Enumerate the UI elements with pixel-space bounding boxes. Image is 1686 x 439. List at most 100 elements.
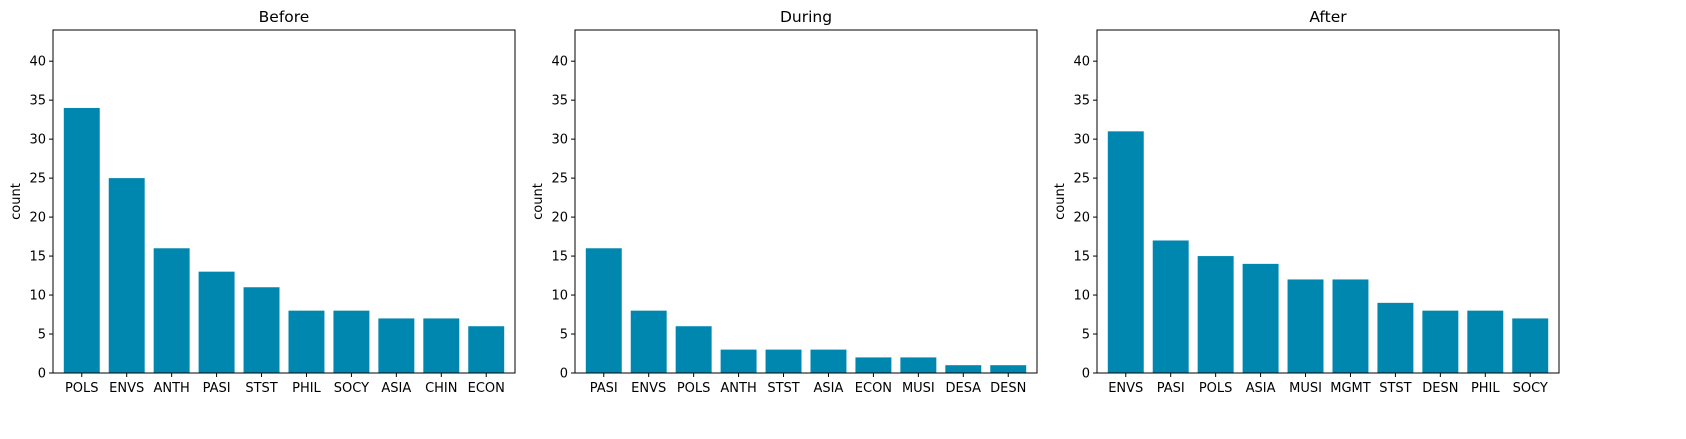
y-tick-label: 10: [1073, 289, 1090, 304]
bar-stst: [243, 287, 280, 373]
x-tick-label: SOCY: [334, 381, 369, 396]
x-tick-label: ANTH: [153, 381, 189, 396]
y-axis-label: count: [531, 183, 546, 220]
x-tick-label: DESN: [1422, 381, 1458, 396]
y-tick-label: 0: [560, 367, 568, 382]
chart-panel-3: 0 5 10 15 20 25 30 35 40 ENVS PASI POLS ASIA MUSI MGMT…: [1053, 8, 1560, 396]
x-tick-label: PHIL: [292, 381, 321, 396]
y-tick-label: 25: [551, 172, 568, 187]
chart-title: After: [1309, 8, 1347, 26]
bar-pasi: [1152, 240, 1189, 373]
y-tick-label: 40: [29, 55, 46, 70]
axes-frame: [1096, 29, 1560, 374]
x-tick-label: ASIA: [1246, 381, 1276, 396]
y-tick-label: 35: [29, 94, 46, 109]
chart-panel-1: 0 5 10 15 20 25 30 35 40 POLS ENVS ANTH PASI STST PHIL…: [9, 8, 516, 396]
x-tick-label: DESA: [945, 381, 981, 396]
x-tick-label: STST: [245, 381, 277, 396]
bar-pols: [63, 107, 100, 373]
x-tick-label: MGMT: [1330, 381, 1371, 396]
y-tick-label: 15: [1073, 250, 1090, 265]
bar-pols: [675, 326, 712, 373]
x-tick-label: STST: [1379, 381, 1411, 396]
bar-stst: [1377, 302, 1414, 373]
bar-socy: [1512, 318, 1549, 373]
bar-econ: [468, 326, 505, 373]
bar-phil: [288, 310, 325, 373]
y-tick-label: 30: [1073, 133, 1090, 148]
x-tick-label: ASIA: [814, 381, 844, 396]
y-axis-label: count: [1053, 183, 1068, 220]
bar-envs: [1107, 131, 1144, 373]
bar-musi: [900, 357, 937, 373]
bar-phil: [1467, 310, 1504, 373]
y-tick-label: 25: [1073, 172, 1090, 187]
y-tick-label: 30: [551, 133, 568, 148]
bar-asia: [1242, 263, 1279, 373]
x-tick-label: MUSI: [902, 381, 935, 396]
x-tick-label: ENVS: [1108, 381, 1143, 396]
bar-envs: [630, 310, 667, 373]
x-tick-label: ASIA: [381, 381, 411, 396]
y-tick-label: 35: [1073, 94, 1090, 109]
bar-pasi: [198, 271, 235, 373]
y-tick-label: 30: [29, 133, 46, 148]
y-tick-label: 35: [551, 94, 568, 109]
bar-asia: [810, 349, 847, 373]
bar-socy: [333, 310, 370, 373]
y-tick-label: 20: [551, 211, 568, 226]
x-tick-label: PASI: [1157, 381, 1185, 396]
x-tick-label: ENVS: [109, 381, 144, 396]
axes-frame: [52, 29, 516, 374]
x-tick-label: STST: [767, 381, 799, 396]
x-tick-label: MUSI: [1289, 381, 1322, 396]
bar-asia: [378, 318, 415, 373]
x-tick-label: CHIN: [425, 381, 457, 396]
bar-anth: [720, 349, 757, 373]
x-tick-label: POLS: [65, 381, 99, 396]
chart-title: Before: [259, 8, 310, 26]
bar-pasi: [585, 248, 622, 373]
y-tick-label: 20: [29, 211, 46, 226]
y-tick-label: 10: [551, 289, 568, 304]
y-tick-label: 15: [551, 250, 568, 265]
x-tick-label: POLS: [1199, 381, 1233, 396]
bar-desn: [1422, 310, 1459, 373]
bar-pols: [1197, 256, 1234, 373]
x-tick-label: DESN: [990, 381, 1026, 396]
chart-panel-2: 0 5 10 15 20 25 30 35 40 PASI ENVS POLS ANTH STST ASIA…: [531, 8, 1038, 396]
x-tick-label: POLS: [677, 381, 711, 396]
y-tick-label: 20: [1073, 211, 1090, 226]
x-tick-label: ANTH: [720, 381, 756, 396]
y-tick-label: 25: [29, 172, 46, 187]
x-tick-label: ECON: [468, 381, 505, 396]
x-tick-label: PHIL: [1471, 381, 1500, 396]
y-axis-label: count: [9, 183, 24, 220]
bar-desn: [990, 365, 1027, 373]
bar-econ: [855, 357, 892, 373]
y-tick-label: 0: [38, 367, 46, 382]
bar-musi: [1287, 279, 1324, 373]
axes-frame: [574, 29, 1038, 374]
x-tick-label: PASI: [590, 381, 618, 396]
x-tick-label: ENVS: [631, 381, 666, 396]
bar-anth: [153, 248, 190, 373]
y-tick-label: 0: [1082, 367, 1090, 382]
y-tick-label: 40: [1073, 55, 1090, 70]
y-tick-label: 40: [551, 55, 568, 70]
y-tick-label: 15: [29, 250, 46, 265]
y-tick-label: 5: [1082, 328, 1090, 343]
bar-chin: [423, 318, 460, 373]
bar-desa: [945, 365, 982, 373]
y-tick-label: 5: [38, 328, 46, 343]
x-tick-label: ECON: [855, 381, 892, 396]
x-tick-label: SOCY: [1513, 381, 1548, 396]
y-tick-label: 10: [29, 289, 46, 304]
bar-envs: [108, 178, 145, 373]
bar-stst: [765, 349, 802, 373]
x-tick-label: PASI: [203, 381, 231, 396]
y-tick-label: 5: [560, 328, 568, 343]
bar-mgmt: [1332, 279, 1369, 373]
